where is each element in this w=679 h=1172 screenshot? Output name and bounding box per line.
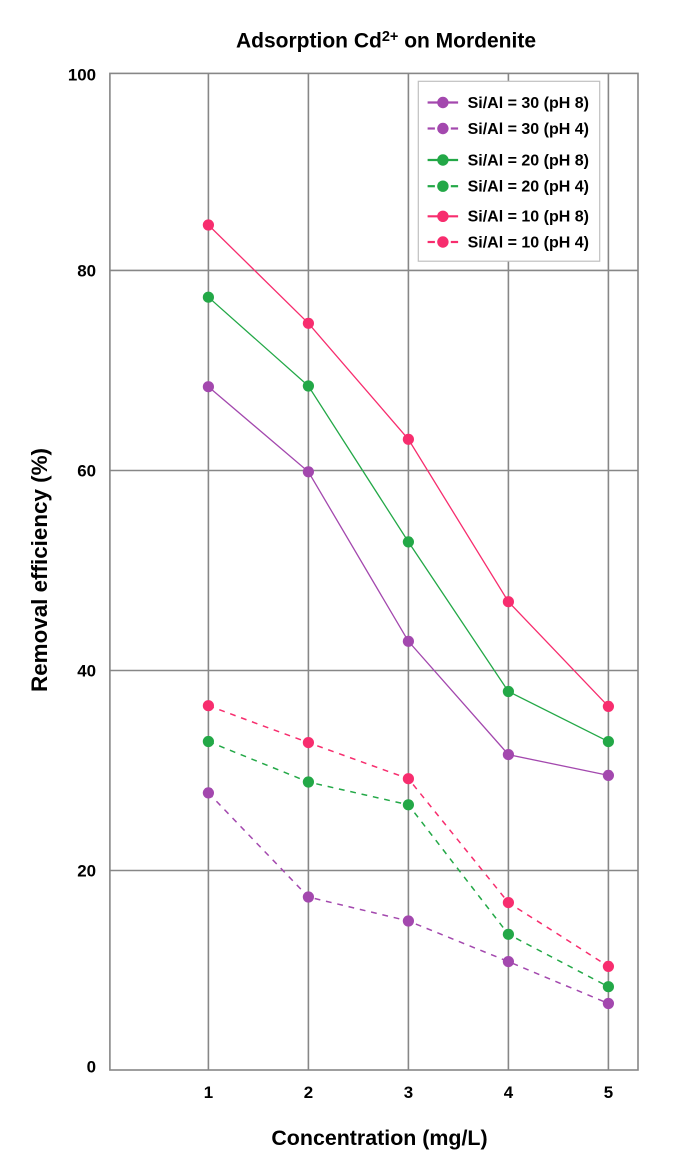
svg-text:Si/Al = 20 (pH 8): Si/Al = 20 (pH 8) bbox=[468, 152, 589, 169]
svg-text:Adsorption Cd2+ on Mordenite: Adsorption Cd2+ on Mordenite bbox=[236, 29, 536, 53]
svg-text:40: 40 bbox=[77, 662, 96, 681]
svg-text:Removal efficiency (%): Removal efficiency (%) bbox=[27, 448, 52, 692]
svg-text:2: 2 bbox=[304, 1083, 313, 1102]
svg-text:20: 20 bbox=[77, 862, 96, 881]
svg-text:4: 4 bbox=[504, 1083, 514, 1102]
svg-text:80: 80 bbox=[77, 261, 96, 280]
svg-text:5: 5 bbox=[604, 1083, 613, 1102]
svg-text:Si/Al = 10 (pH 8): Si/Al = 10 (pH 8) bbox=[468, 209, 589, 226]
svg-text:0: 0 bbox=[87, 1058, 96, 1077]
svg-text:Si/Al = 30 (pH 8): Si/Al = 30 (pH 8) bbox=[468, 95, 589, 112]
svg-text:60: 60 bbox=[77, 462, 96, 481]
svg-text:Si/Al = 10 (pH 4): Si/Al = 10 (pH 4) bbox=[468, 234, 589, 251]
svg-text:1: 1 bbox=[204, 1083, 213, 1102]
svg-text:Si/Al = 30 (pH 4): Si/Al = 30 (pH 4) bbox=[468, 121, 589, 138]
svg-text:3: 3 bbox=[404, 1083, 413, 1102]
svg-text:Si/Al = 20 (pH 4): Si/Al = 20 (pH 4) bbox=[468, 179, 589, 196]
svg-text:100: 100 bbox=[68, 66, 96, 85]
svg-text:Concentration (mg/L): Concentration (mg/L) bbox=[271, 1126, 487, 1150]
